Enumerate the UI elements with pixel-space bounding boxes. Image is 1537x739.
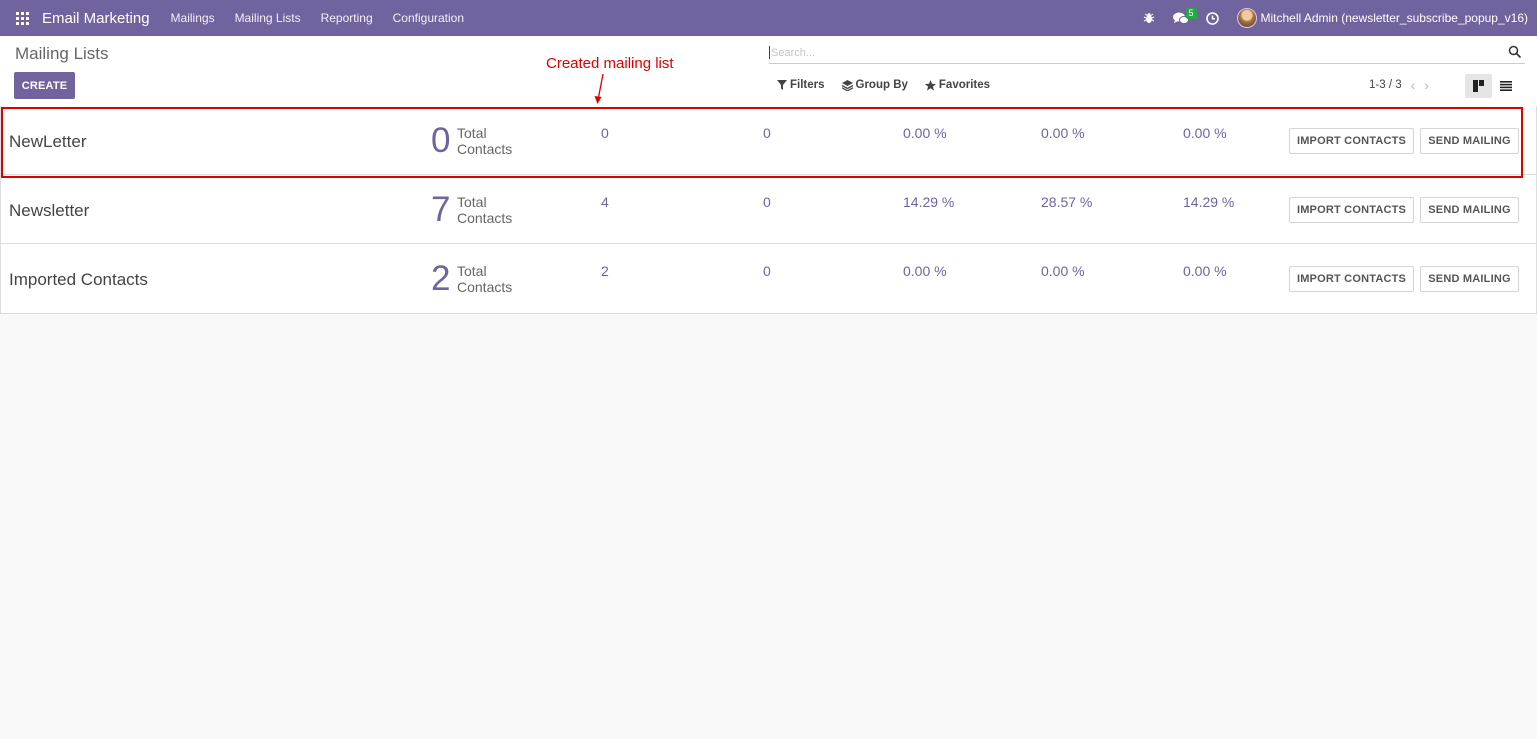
annotation-label: Created mailing list (546, 55, 674, 72)
app-title[interactable]: Email Marketing (42, 9, 150, 27)
view-switcher (1465, 74, 1519, 98)
filters-dropdown[interactable]: Filters (777, 79, 825, 91)
stat-1[interactable]: 0 (601, 125, 609, 141)
list-item[interactable]: NewLetter 0 Total Contacts 0 0 0.00 % 0.… (1, 106, 1536, 175)
total-contacts-count: 7 (431, 190, 451, 229)
import-contacts-button[interactable]: IMPORT CONTACTS (1289, 128, 1414, 154)
mailing-list-table: NewLetter 0 Total Contacts 0 0 0.00 % 0.… (0, 106, 1537, 314)
pager: 1-3 / 3 ‹ › (1369, 77, 1429, 93)
apps-menu-icon[interactable] (2, 0, 42, 36)
total-contacts-label: Total Contacts (457, 263, 513, 295)
stat-4[interactable]: 0.00 % (1041, 125, 1085, 141)
stat-1[interactable]: 4 (601, 194, 609, 210)
menu-configuration[interactable]: Configuration (392, 11, 465, 25)
import-contacts-button[interactable]: IMPORT CONTACTS (1289, 266, 1414, 292)
menu-mailings[interactable]: Mailings (170, 11, 215, 25)
annotation-arrow (594, 73, 604, 104)
control-panel: Mailing Lists CREATE Filters Group By Fa… (0, 36, 1537, 106)
layers-icon (841, 79, 853, 91)
send-mailing-button[interactable]: SEND MAILING (1420, 197, 1519, 223)
messages-chat-icon[interactable]: 5 (1163, 0, 1199, 36)
pager-value[interactable]: 1-3 / 3 (1369, 79, 1402, 91)
mailing-list-name[interactable]: Imported Contacts (9, 270, 148, 289)
search-options: Filters Group By Favorites (777, 79, 1007, 91)
favorites-dropdown[interactable]: Favorites (924, 79, 991, 91)
stat-2[interactable]: 0 (763, 194, 771, 210)
total-contacts-count: 0 (431, 121, 451, 160)
pager-previous-chevron-left-icon[interactable]: ‹ (1410, 77, 1416, 93)
favorites-label: Favorites (938, 79, 991, 91)
menu-mailing-lists[interactable]: Mailing Lists (234, 11, 301, 25)
stat-3[interactable]: 14.29 % (903, 194, 955, 210)
search-icon[interactable] (1508, 45, 1522, 59)
pager-next-chevron-right-icon[interactable]: › (1424, 77, 1429, 93)
breadcrumb: Mailing Lists (15, 44, 109, 63)
group-by-dropdown[interactable]: Group By (841, 79, 908, 91)
stat-5[interactable]: 0.00 % (1183, 125, 1227, 141)
user-avatar[interactable] (1236, 8, 1257, 28)
total-contacts-label: Total Contacts (457, 194, 513, 226)
send-mailing-button[interactable]: SEND MAILING (1420, 266, 1519, 292)
stat-2[interactable]: 0 (763, 125, 771, 141)
activity-clock-icon[interactable] (1199, 0, 1227, 36)
user-menu[interactable]: Mitchell Admin (newsletter_subscribe_pop… (1260, 11, 1528, 25)
mailing-list-name[interactable]: NewLetter (9, 132, 87, 151)
send-mailing-button[interactable]: SEND MAILING (1420, 128, 1519, 154)
star-icon (924, 79, 936, 91)
stat-3[interactable]: 0.00 % (903, 263, 947, 279)
stat-3[interactable]: 0.00 % (903, 125, 947, 141)
search-input[interactable] (769, 46, 1489, 59)
menu-reporting[interactable]: Reporting (320, 11, 373, 25)
list-view-icon[interactable] (1492, 74, 1519, 98)
create-button[interactable]: CREATE (14, 72, 75, 99)
list-item[interactable]: Imported Contacts 2 Total Contacts 2 0 0… (1, 244, 1536, 313)
messages-count-badge: 5 (1185, 8, 1197, 19)
stat-4[interactable]: 0.00 % (1041, 263, 1085, 279)
import-contacts-button[interactable]: IMPORT CONTACTS (1289, 197, 1414, 223)
top-navbar: Email Marketing Mailings Mailing Lists R… (0, 0, 1537, 36)
filter-icon (777, 80, 787, 90)
stat-5[interactable]: 14.29 % (1183, 194, 1235, 210)
stat-4[interactable]: 28.57 % (1041, 194, 1093, 210)
debug-bug-icon[interactable] (1135, 0, 1163, 36)
stat-2[interactable]: 0 (763, 263, 771, 279)
navbar-systray: 5 Mitchell Admin (newsletter_subscribe_p… (1135, 0, 1537, 36)
search-bar (769, 42, 1525, 64)
mailing-list-name[interactable]: Newsletter (9, 201, 90, 220)
group-by-label: Group By (855, 79, 908, 91)
total-contacts-count: 2 (431, 259, 451, 298)
stat-5[interactable]: 0.00 % (1183, 263, 1227, 279)
total-contacts-label: Total Contacts (457, 125, 513, 157)
kanban-view-icon[interactable] (1465, 74, 1492, 98)
filters-label: Filters (790, 79, 825, 91)
list-item[interactable]: Newsletter 7 Total Contacts 4 0 14.29 % … (1, 175, 1536, 244)
stat-1[interactable]: 2 (601, 263, 609, 279)
